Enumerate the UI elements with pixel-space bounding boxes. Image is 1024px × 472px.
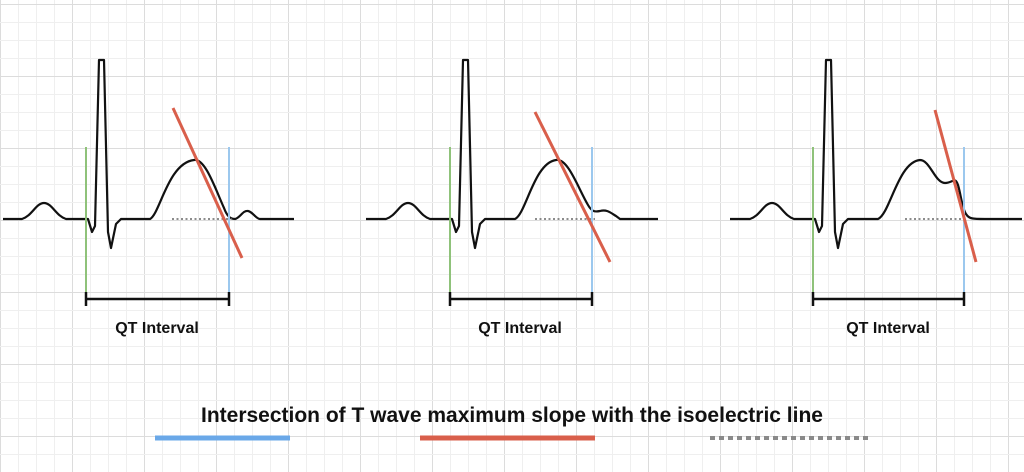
t-wave-tangent-line	[933, 109, 978, 263]
qt-interval-label: QT Interval	[846, 320, 930, 337]
ecg-trace	[366, 58, 658, 250]
t-wave-tangent-line	[533, 111, 612, 263]
ecg-trace	[730, 58, 1022, 250]
caption-text: Intersection of T wave maximum slope wit…	[201, 404, 823, 427]
ecg-panel-3: QT Interval	[730, 58, 1022, 337]
ecg-trace	[3, 58, 294, 250]
qt-interval-bracket	[84, 292, 231, 306]
qt-interval-bracket	[811, 292, 966, 306]
qt-interval-label: QT Interval	[478, 320, 562, 337]
qt-interval-label: QT Interval	[115, 320, 199, 337]
ecg-panel-1: QT Interval	[3, 58, 294, 337]
ecg-panel-2: QT Interval	[366, 58, 658, 337]
t-wave-tangent-line	[171, 107, 244, 259]
qt-interval-bracket	[448, 292, 594, 306]
